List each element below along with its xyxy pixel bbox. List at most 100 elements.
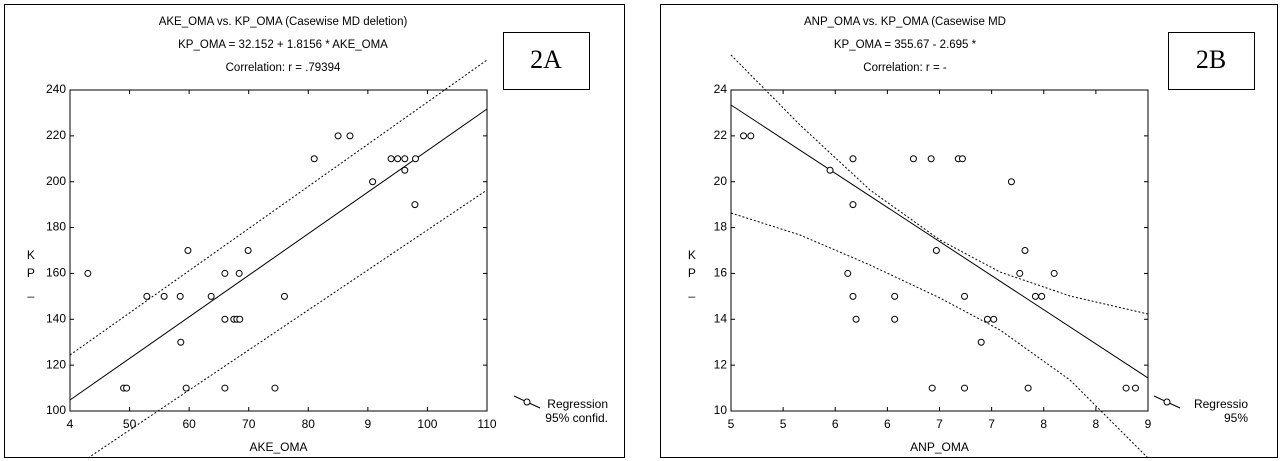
point — [160, 292, 168, 300]
legend-label: 95% confid. — [545, 411, 608, 425]
point — [221, 315, 229, 323]
y-tick-label: 180 — [46, 220, 66, 234]
point — [221, 269, 229, 277]
point — [747, 132, 755, 140]
point — [401, 166, 409, 174]
point — [394, 155, 402, 163]
point — [244, 247, 252, 254]
chart-title: ANP_OMA vs. KP_OMA (Casewise MD — [804, 16, 1006, 28]
point — [844, 269, 852, 277]
x-tick-label: 70 — [242, 417, 256, 431]
point — [221, 384, 229, 392]
y-tick-label: 16 — [714, 266, 728, 280]
y-tick-label: 140 — [46, 311, 66, 325]
correlation: Correlation: r = .79394 — [226, 62, 341, 74]
equation: KP_OMA = 32.152 + 1.8156 * AKE_OMA — [178, 39, 388, 51]
chart-title: AKE_OMA vs. KP_OMA (Casewise MD deletion… — [159, 16, 408, 28]
x-tick-label: 110 — [477, 417, 496, 431]
point — [909, 155, 917, 163]
point — [740, 132, 748, 140]
equation: KP_OMA = 355.67 - 2.695 * — [834, 39, 977, 51]
point — [236, 315, 244, 323]
y-tick-label: 10 — [714, 403, 728, 417]
point — [826, 166, 834, 174]
panel-frame — [4, 4, 625, 458]
panel-label: 2B — [1196, 45, 1226, 74]
x-tick-label: 4 — [67, 417, 74, 431]
point — [123, 384, 131, 392]
point — [271, 384, 279, 392]
point — [1007, 178, 1015, 186]
x-tick-label: 6 — [884, 417, 891, 431]
panel-frame — [660, 4, 1278, 458]
y-tick-label: 22 — [714, 128, 728, 142]
point — [184, 247, 192, 254]
point — [977, 338, 985, 346]
point — [84, 269, 92, 277]
point — [1038, 292, 1046, 300]
y-tick-label: 160 — [46, 266, 66, 280]
legend-label: Regressio — [1194, 397, 1248, 411]
panel-label-box — [1168, 32, 1255, 90]
regression-line — [69, 108, 488, 401]
panel-label: 2A — [530, 45, 562, 74]
point — [310, 155, 318, 163]
point — [182, 384, 190, 392]
y-tick-label: 20 — [714, 174, 728, 188]
point — [1031, 292, 1039, 300]
legend-icon — [1163, 398, 1171, 406]
point — [928, 384, 936, 392]
y-tick-label: 240 — [46, 82, 66, 96]
point — [849, 292, 857, 300]
point — [411, 201, 419, 209]
x-tick-label: 5 — [728, 417, 735, 431]
x-tick-label: 80 — [302, 417, 316, 431]
point — [143, 292, 151, 300]
regression-line — [730, 104, 1149, 379]
point — [177, 338, 185, 346]
point — [983, 315, 991, 323]
point — [927, 155, 935, 163]
correlation: Correlation: r = - — [863, 62, 947, 74]
point — [1016, 269, 1024, 277]
point — [412, 155, 420, 163]
confidence-line — [87, 189, 488, 459]
x-tick-label: 8 — [1040, 417, 1047, 431]
x-tick-label: 9 — [1145, 417, 1152, 431]
fit-lines — [69, 54, 1149, 459]
point — [961, 292, 969, 300]
point — [849, 201, 857, 209]
point — [891, 292, 899, 300]
x-tick-label: 8 — [1093, 417, 1100, 431]
x-axis-label: AKE_OMA — [249, 440, 307, 454]
x-tick-label: 100 — [417, 417, 437, 431]
point — [1131, 384, 1139, 392]
confidence-line — [730, 212, 1149, 459]
legend-label: Regression — [547, 397, 608, 411]
point — [849, 155, 857, 163]
point — [958, 155, 966, 163]
point — [1021, 247, 1029, 254]
point — [387, 155, 395, 163]
point — [207, 292, 215, 300]
y-tick-label: 24 — [714, 82, 728, 96]
confidence-line — [69, 59, 488, 356]
legend-label: 95% — [1224, 411, 1248, 425]
point — [1122, 384, 1130, 392]
point — [852, 315, 860, 323]
y-tick-label: 18 — [714, 220, 728, 234]
point — [961, 384, 969, 392]
point — [334, 132, 342, 140]
x-tick-label: 7 — [988, 417, 995, 431]
x-tick-label: 50 — [123, 417, 137, 431]
point — [369, 178, 377, 186]
y-axis-label: KP_ — [24, 248, 38, 302]
point — [176, 292, 184, 300]
point — [932, 247, 940, 254]
point — [235, 269, 243, 277]
y-tick-label: 12 — [714, 357, 728, 371]
panel-label-box — [503, 32, 590, 90]
x-tick-label: 6 — [832, 417, 839, 431]
point — [990, 315, 998, 323]
